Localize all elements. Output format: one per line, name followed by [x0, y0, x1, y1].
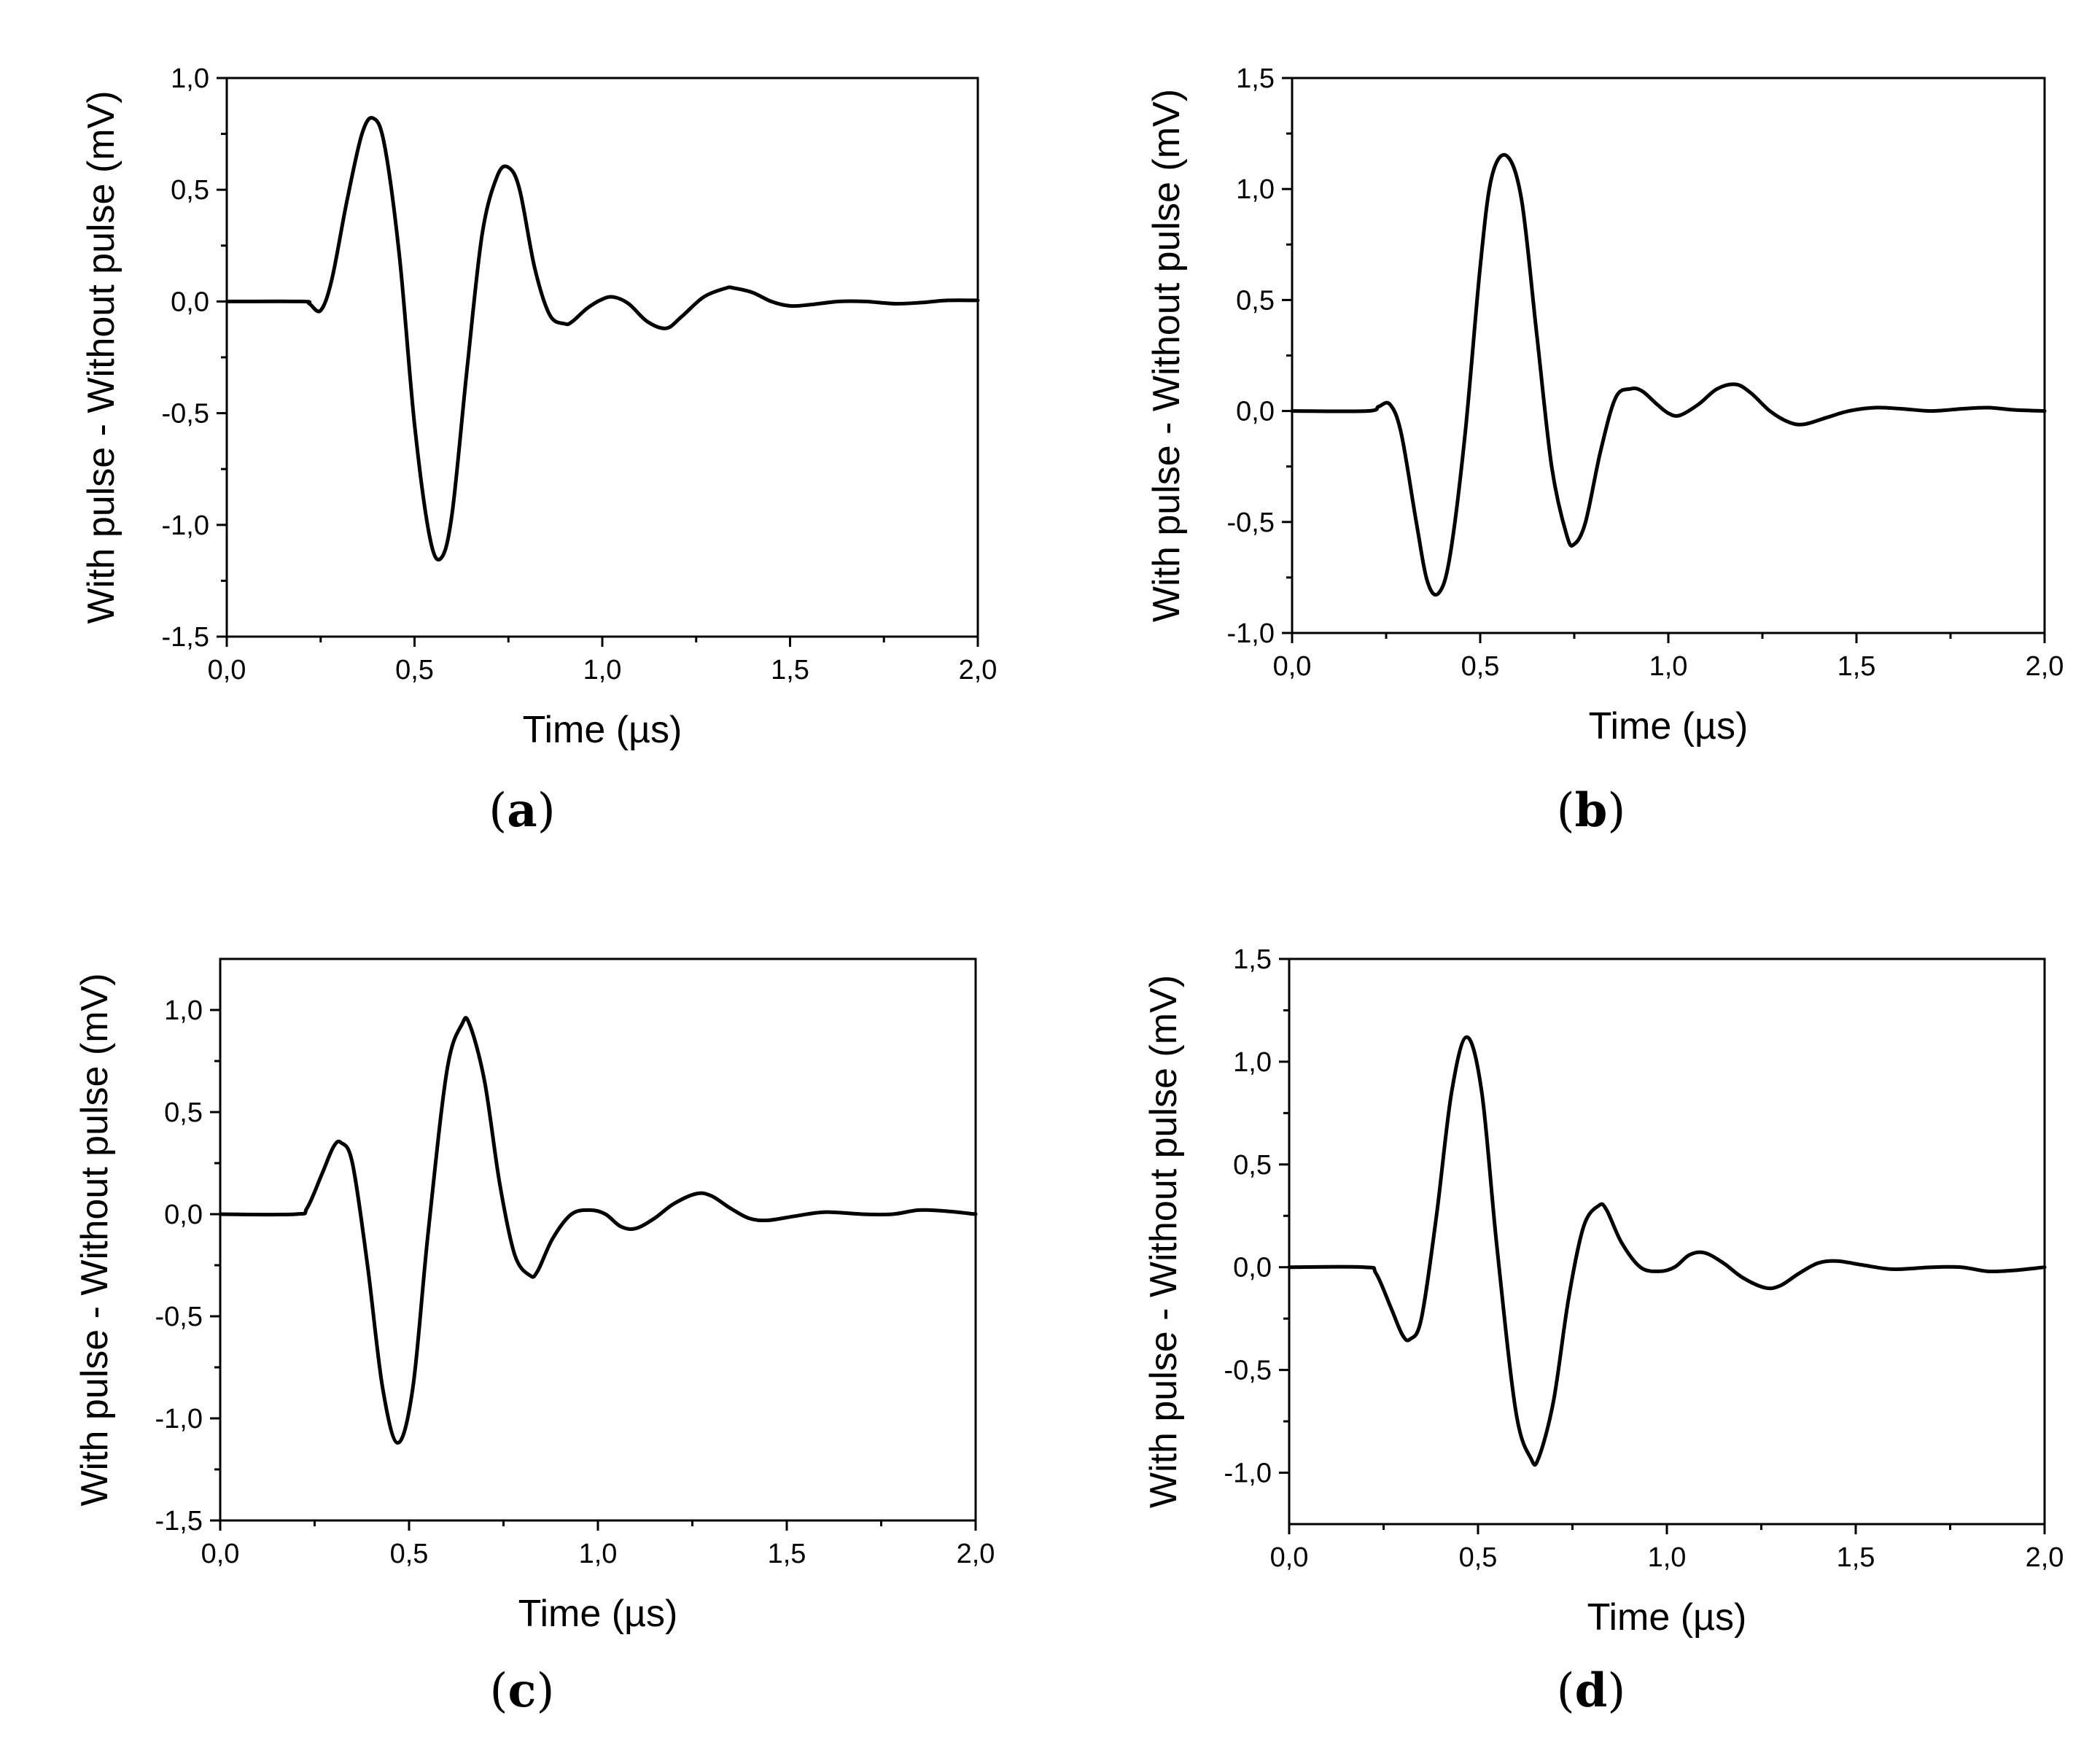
y-tick-label: 0,0: [171, 287, 209, 317]
x-tick-label: 0,0: [1273, 651, 1312, 682]
x-tick-label: 0,0: [201, 1539, 240, 1569]
panel-label: (b): [1557, 783, 1626, 838]
x-tick-label: 2,0: [957, 1539, 995, 1569]
chart-panel-c: 0,0 0,5 1,0 1,5 2,0 -1,5 -1,0 -0,5 0,0 0,5 1,0 Time…: [74, 957, 995, 1718]
plot-frame: [1288, 957, 2046, 1526]
plot-frame: [219, 957, 977, 1522]
y-axis-title: With pulse - Without pulse (mV): [80, 90, 122, 623]
x-tick-label: 0,5: [390, 1539, 429, 1569]
y-tick-label: 0,5: [171, 175, 209, 206]
series-line-signal: [1287, 1035, 2047, 1467]
x-axis-title: Time (µs): [523, 709, 682, 751]
y-tick-label: 1,0: [171, 63, 209, 94]
x-tick-label: 1,5: [771, 655, 809, 685]
x-tick-label: 1,5: [1837, 1542, 1875, 1573]
chart-panel-a: 0,0 0,5 1,0 1,5 2,0 -1,5 -1,0 -0,5 0,0 0,5 1,0 Time…: [80, 63, 997, 838]
y-tick-label: -1,5: [155, 1506, 203, 1536]
y-axis-title: With pulse - Without pulse (mV): [1143, 975, 1185, 1508]
x-tick-label: 0,0: [208, 655, 246, 685]
chart-panel-d: 0,0 0,5 1,0 1,5 2,0 -1,0 -0,5 0,0 0,5 1,0 1,5 Time …: [1143, 944, 2064, 1718]
plot-frame: [225, 77, 979, 638]
y-tick-label: 1,0: [164, 995, 203, 1026]
y-tick-label: 1,0: [1233, 1047, 1272, 1078]
y-tick-label: 0,5: [1236, 285, 1275, 316]
y-tick-label: -0,5: [162, 399, 209, 430]
y-tick-label: 0,0: [1233, 1253, 1272, 1283]
y-tick-label: 1,5: [1233, 944, 1272, 975]
x-tick-label: 1,0: [1648, 1542, 1687, 1573]
panel-label: (c): [490, 1663, 555, 1718]
x-tick-label: 2,0: [2026, 1542, 2064, 1573]
x-tick-label: 1,0: [583, 655, 622, 685]
y-tick-label: -0,5: [1224, 1356, 1272, 1386]
y-tick-label: -0,5: [1227, 508, 1275, 538]
y-tick-label: 1,5: [1236, 63, 1275, 94]
y-tick-label: 1,0: [1236, 174, 1275, 205]
y-tick-label: -1,0: [1224, 1458, 1272, 1489]
panel-label: (d): [1557, 1663, 1626, 1718]
x-tick-label: 2,0: [959, 655, 998, 685]
y-axis-title: With pulse - Without pulse (mV): [74, 973, 116, 1506]
y-tick-label: -1,0: [1227, 618, 1275, 649]
chart-panel-b: 0,0 0,5 1,0 1,5 2,0 -1,0 -0,5 0,0 0,5 1,0 1,5 Time …: [1146, 63, 2064, 838]
y-tick-label: -0,5: [155, 1302, 203, 1332]
x-tick-label: 1,0: [579, 1539, 618, 1569]
x-tick-label: 0,0: [1270, 1542, 1309, 1573]
x-tick-label: 0,5: [395, 655, 434, 685]
x-tick-label: 1,5: [1838, 651, 1876, 682]
y-tick-label: 0,0: [164, 1200, 203, 1230]
y-tick-label: 0,5: [1233, 1150, 1272, 1181]
plot-frame: [1291, 77, 2046, 634]
y-tick-label: -1,0: [162, 510, 209, 541]
series-line-signal: [225, 116, 980, 562]
y-tick-label: -1,0: [155, 1404, 203, 1434]
x-axis-title: Time (µs): [1589, 705, 1749, 747]
x-tick-label: 2,0: [2026, 651, 2064, 682]
y-tick-label: 0,0: [1236, 397, 1275, 427]
y-tick-label: 0,5: [164, 1098, 203, 1128]
x-tick-label: 0,5: [1459, 1542, 1498, 1573]
y-tick-label: -1,5: [162, 622, 209, 653]
x-tick-label: 0,5: [1461, 651, 1500, 682]
series-line-signal: [218, 1016, 978, 1445]
x-axis-title: Time (µs): [518, 1593, 678, 1635]
y-axis-title: With pulse - Without pulse (mV): [1146, 89, 1188, 622]
series-line-signal: [1290, 152, 2047, 597]
x-tick-label: 1,5: [768, 1539, 806, 1569]
x-axis-title: Time (µs): [1587, 1596, 1747, 1639]
panel-label: (a): [489, 783, 555, 838]
x-tick-label: 1,0: [1649, 651, 1688, 682]
